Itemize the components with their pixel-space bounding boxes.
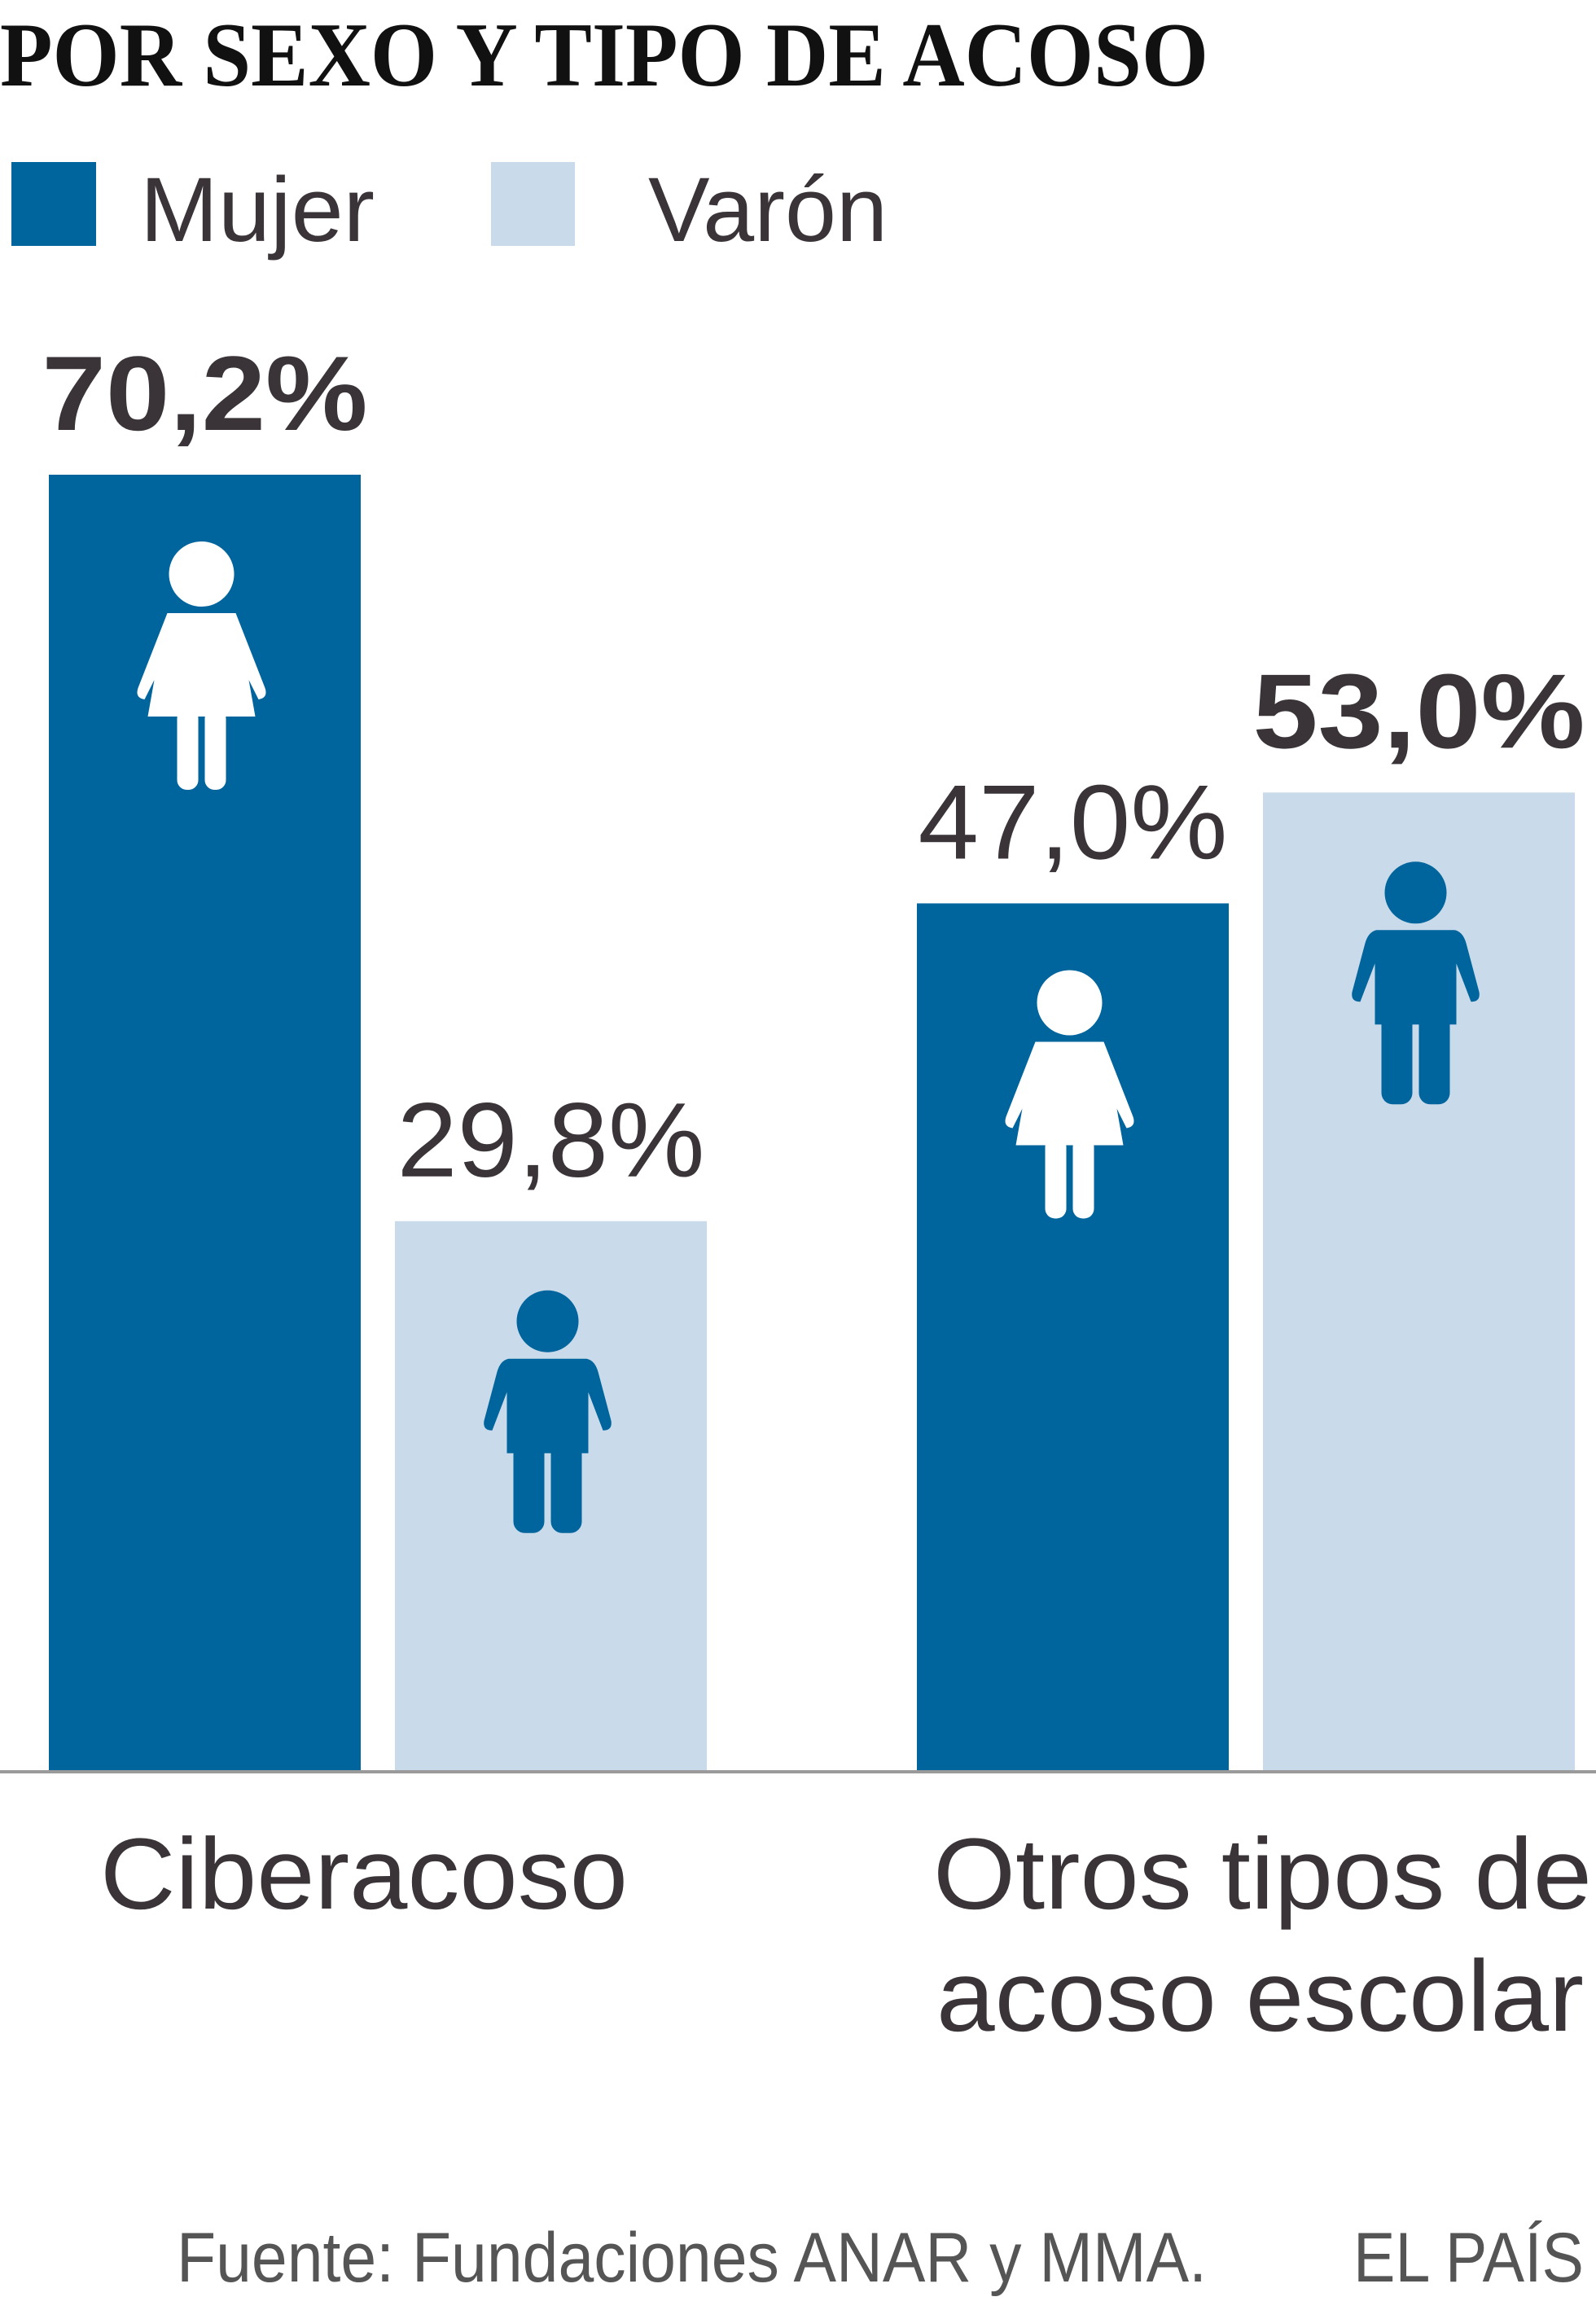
brand-logo: EL PAÍS bbox=[1353, 2219, 1584, 2297]
source-note: Fuente: Fundaciones ANAR y MMA. bbox=[177, 2219, 1207, 2297]
bar-group: 29,8% bbox=[395, 1080, 707, 1772]
category-label-otros-line2: acoso escolar bbox=[936, 1940, 1584, 2053]
category-label-otros-line1: Otros tipos de bbox=[933, 1818, 1592, 1931]
female-icon bbox=[137, 541, 266, 790]
legend-swatch-mujer bbox=[11, 162, 96, 246]
legend-swatch-varon bbox=[491, 162, 575, 246]
chart-title: POR SEXO Y TIPO DE ACOSO bbox=[0, 5, 1208, 106]
bar-group: 47,0% bbox=[917, 762, 1229, 1772]
male-icon bbox=[484, 1290, 612, 1533]
bar-group: 70,2% bbox=[42, 334, 368, 1772]
bar-group: 53,0% bbox=[1253, 651, 1585, 1773]
legend-label-mujer: Mujer bbox=[140, 159, 375, 261]
female-icon bbox=[1005, 970, 1134, 1219]
data-label: 53,0% bbox=[1253, 651, 1585, 770]
data-label: 70,2% bbox=[42, 334, 368, 453]
data-label: 29,8% bbox=[397, 1080, 705, 1199]
legend-label-varon: Varón bbox=[648, 159, 888, 261]
data-label: 47,0% bbox=[919, 762, 1228, 881]
category-label-ciberacoso: Ciberacoso bbox=[100, 1818, 628, 1931]
legend: Mujer Varón bbox=[11, 159, 888, 261]
male-icon bbox=[1352, 861, 1480, 1105]
bars: 70,2% 29,8% 47,0%53,0% bbox=[42, 334, 1585, 1773]
